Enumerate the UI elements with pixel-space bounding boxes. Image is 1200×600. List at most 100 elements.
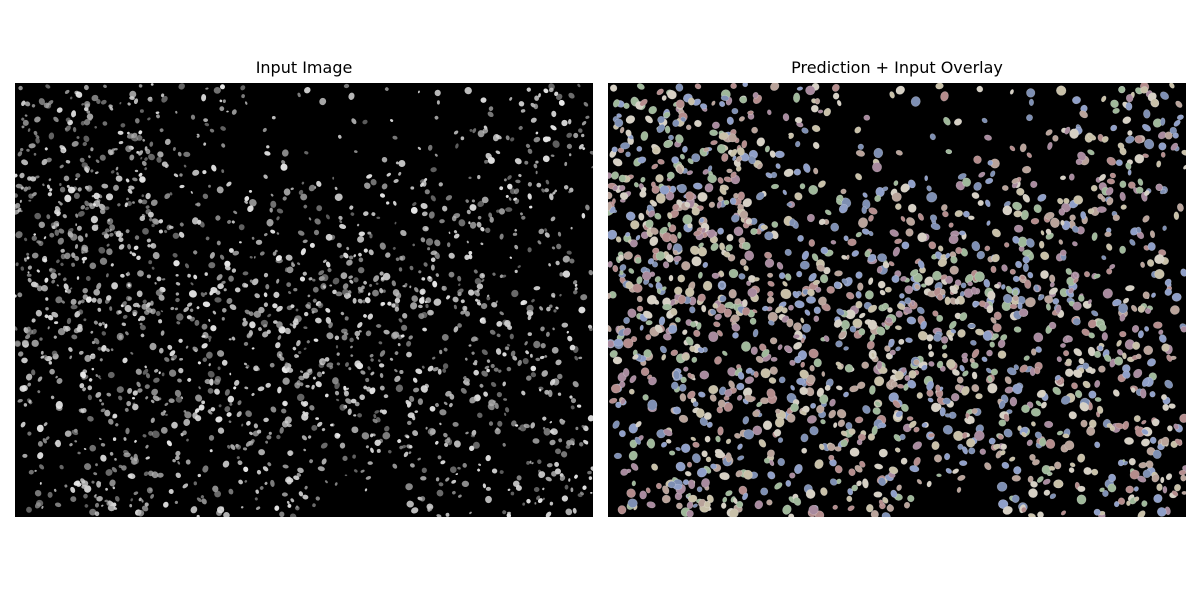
nucleus	[449, 466, 457, 474]
predicted-instance	[864, 290, 874, 300]
predicted-instance	[1048, 287, 1058, 295]
nucleus	[108, 418, 114, 425]
nucleus	[304, 151, 309, 155]
nucleus	[315, 417, 319, 420]
nucleus	[150, 199, 158, 206]
nucleus	[15, 262, 19, 267]
predicted-instance	[654, 276, 661, 283]
nucleus	[242, 447, 248, 451]
nucleus	[439, 219, 445, 224]
nucleus	[472, 441, 480, 449]
nucleus	[272, 303, 278, 309]
nucleus	[249, 256, 253, 259]
nucleus	[286, 423, 292, 428]
predicted-instance	[692, 503, 698, 508]
predicted-instance	[681, 261, 691, 271]
nucleus	[237, 460, 243, 466]
nucleus	[565, 508, 573, 516]
predicted-instance	[1135, 186, 1144, 194]
predicted-instance	[1011, 474, 1021, 482]
nucleus	[108, 104, 113, 108]
nucleus	[79, 383, 85, 389]
nucleus	[316, 180, 322, 187]
predicted-instance	[651, 463, 659, 471]
predicted-instance	[928, 350, 935, 358]
nucleus	[138, 150, 144, 156]
nucleus	[477, 215, 482, 220]
nucleus	[155, 289, 163, 297]
nucleus	[394, 351, 399, 355]
nucleus	[390, 119, 394, 122]
nucleus	[173, 260, 180, 267]
predicted-instance	[703, 147, 710, 153]
nucleus	[381, 302, 386, 306]
nucleus	[474, 278, 482, 285]
predicted-instance	[694, 83, 702, 90]
predicted-instance	[1108, 473, 1117, 483]
predicted-instance	[936, 314, 944, 322]
predicted-instance	[1073, 195, 1084, 205]
predicted-instance	[1068, 411, 1077, 420]
nucleus	[395, 161, 399, 165]
nucleus	[129, 90, 137, 98]
nucleus	[167, 344, 173, 350]
nucleus	[425, 297, 432, 304]
predicted-instance	[796, 377, 806, 386]
nucleus	[176, 313, 184, 321]
predicted-instance	[1033, 332, 1044, 343]
nucleus	[84, 200, 90, 207]
nucleus	[41, 505, 44, 509]
predicted-instance	[1137, 305, 1146, 313]
predicted-instance	[775, 408, 781, 415]
predicted-instance	[762, 420, 773, 431]
nucleus	[542, 416, 547, 421]
nucleus	[453, 230, 458, 234]
predicted-instance	[613, 452, 622, 460]
nucleus	[99, 399, 102, 402]
predicted-instance	[691, 356, 698, 363]
nucleus	[438, 482, 444, 487]
predicted-instance	[866, 340, 875, 350]
predicted-instance	[1003, 413, 1010, 422]
predicted-instance	[685, 124, 692, 131]
predicted-instance	[1009, 145, 1016, 152]
predicted-instance	[1135, 87, 1143, 95]
nucleus	[123, 437, 127, 441]
nucleus	[359, 394, 365, 401]
nucleus	[221, 317, 225, 321]
nucleus	[562, 270, 571, 278]
predicted-instance	[1142, 153, 1149, 158]
nucleus	[462, 463, 467, 468]
predicted-instance	[625, 211, 636, 221]
predicted-instance	[799, 183, 806, 190]
predicted-instance	[1094, 441, 1101, 449]
predicted-instance	[888, 261, 895, 267]
nucleus	[96, 99, 101, 104]
nucleus	[343, 385, 347, 391]
nucleus	[464, 254, 470, 260]
nucleus	[127, 243, 132, 250]
predicted-instance	[881, 512, 891, 517]
nucleus	[286, 478, 292, 485]
nucleus	[489, 329, 496, 335]
nucleus	[566, 250, 572, 255]
nucleus	[224, 260, 231, 268]
nucleus	[15, 183, 23, 189]
nucleus	[152, 252, 160, 260]
nucleus	[51, 279, 56, 284]
nucleus	[173, 173, 179, 178]
predicted-instance	[921, 422, 928, 428]
nucleus	[276, 305, 283, 312]
nucleus	[527, 193, 532, 200]
nucleus	[463, 306, 468, 312]
nucleus	[537, 498, 543, 504]
predicted-instance	[1024, 279, 1032, 289]
nucleus	[27, 431, 32, 436]
nucleus	[565, 444, 571, 449]
nucleus	[145, 373, 151, 379]
nucleus	[59, 164, 64, 169]
nucleus	[45, 307, 49, 311]
nucleus	[209, 128, 215, 133]
predicted-instance	[894, 270, 902, 278]
nucleus	[469, 204, 477, 211]
